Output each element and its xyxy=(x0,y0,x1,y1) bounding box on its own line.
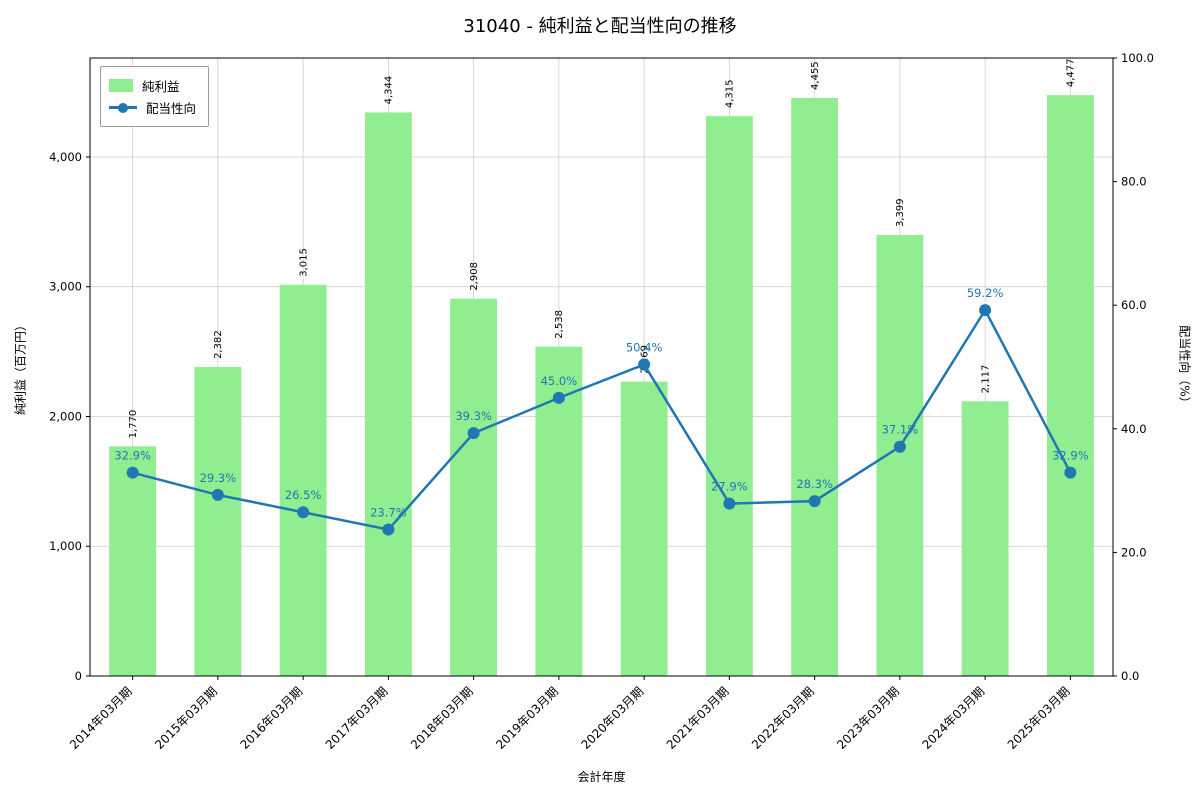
x-tick-label: 2016年03月期 xyxy=(237,684,305,752)
x-tick-label: 2015年03月期 xyxy=(152,684,220,752)
payout-ratio-label: 45.0% xyxy=(541,374,578,388)
payout-ratio-point xyxy=(723,497,736,510)
y-tick-label-right: 80.0 xyxy=(1121,175,1147,189)
payout-ratio-label: 23.7% xyxy=(370,506,407,520)
payout-ratio-point xyxy=(552,391,565,404)
x-tick-label: 2019年03月期 xyxy=(493,684,561,752)
y-axis-label-left: 純利益（百万円） xyxy=(13,318,28,416)
payout-ratio-point xyxy=(1064,466,1077,479)
x-tick-label: 2018年03月期 xyxy=(408,684,476,752)
payout-ratio-point xyxy=(126,466,139,479)
payout-ratio-label: 59.2% xyxy=(967,286,1004,300)
legend-item-net-income: 純利益 xyxy=(109,76,196,95)
y-tick-label-right: 40.0 xyxy=(1121,422,1147,436)
y-tick-label-right: 20.0 xyxy=(1121,545,1147,559)
net-income-bar xyxy=(450,298,498,676)
y-tick-label-left: 3,000 xyxy=(49,280,82,294)
x-tick-label: 2025年03月期 xyxy=(1005,684,1073,752)
payout-ratio-point xyxy=(297,506,310,519)
legend-label-payout-ratio: 配当性向 xyxy=(146,101,197,116)
x-tick-label: 2020年03月期 xyxy=(578,684,646,752)
payout-ratio-point xyxy=(638,358,651,371)
y-tick-label-left: 4,000 xyxy=(49,150,82,164)
x-tick-label: 2014年03月期 xyxy=(67,684,135,752)
x-tick-label: 2021年03月期 xyxy=(664,684,732,752)
legend-line-marker-icon xyxy=(109,101,137,114)
payout-ratio-label: 50.4% xyxy=(626,341,663,355)
bar-value-label: 2,908 xyxy=(469,262,480,291)
y-tick-label-right: 0.0 xyxy=(1121,669,1139,683)
payout-ratio-point xyxy=(893,440,906,453)
net-income-bar xyxy=(364,112,412,677)
y-tick-label-left: 0 xyxy=(75,669,82,683)
payout-ratio-label: 27.9% xyxy=(711,480,748,494)
x-axis-label: 会計年度 xyxy=(577,770,626,784)
payout-ratio-point xyxy=(808,495,821,508)
net-income-bar xyxy=(705,116,753,677)
net-income-bar xyxy=(791,97,839,676)
net-income-bar xyxy=(279,284,327,676)
payout-ratio-point xyxy=(467,427,480,440)
net-income-bar xyxy=(194,366,242,676)
payout-ratio-label: 39.3% xyxy=(455,409,492,423)
payout-ratio-line xyxy=(132,307,1072,531)
y-tick-label-right: 100.0 xyxy=(1121,51,1154,65)
x-tick-label: 2017年03月期 xyxy=(323,684,391,752)
net-income-bar xyxy=(961,401,1009,676)
y-tick-label-left: 1,000 xyxy=(49,539,82,553)
y-axis-label-right: 配当性向（%） xyxy=(1177,325,1192,409)
bar-value-label: 4,344 xyxy=(384,76,395,105)
payout-ratio-label: 32.9% xyxy=(1052,449,1089,463)
payout-ratio-label: 28.3% xyxy=(796,477,833,491)
x-tick-label: 2023年03月期 xyxy=(834,684,902,752)
net-income-bar xyxy=(109,446,157,676)
chart-title: 31040 - 純利益と配当性向の推移 xyxy=(463,16,737,37)
bar-value-label: 4,455 xyxy=(810,61,821,90)
legend-item-payout-ratio: 配当性向 xyxy=(109,98,196,117)
payout-ratio-point xyxy=(979,304,992,317)
bar-value-label: 3,399 xyxy=(895,198,906,227)
bar-value-label: 2,117 xyxy=(980,365,991,394)
net-income-bar xyxy=(620,381,668,676)
bar-value-label: 3,015 xyxy=(298,248,309,277)
bar-value-label: 2,382 xyxy=(213,330,224,359)
legend-bar-swatch-icon xyxy=(109,79,133,92)
payout-ratio-label: 26.5% xyxy=(285,488,322,502)
y-tick-label-left: 2,000 xyxy=(49,409,82,423)
x-tick-label: 2022年03月期 xyxy=(749,684,817,752)
bar-value-label: 4,477 xyxy=(1066,58,1077,87)
payout-ratio-point xyxy=(382,523,395,536)
payout-ratio-label: 29.3% xyxy=(200,471,237,485)
payout-ratio-label: 37.1% xyxy=(882,423,919,437)
bar-value-label: 2,538 xyxy=(554,310,565,339)
bar-value-label: 1,770 xyxy=(128,410,139,439)
payout-ratio-label: 32.9% xyxy=(114,449,151,463)
legend: 純利益 配当性向 xyxy=(100,66,210,127)
legend-label-net-income: 純利益 xyxy=(142,79,180,94)
plot-area xyxy=(90,58,1113,676)
net-income-bar xyxy=(876,234,924,676)
bar-value-label: 4,315 xyxy=(725,79,736,108)
net-income-bar xyxy=(1046,95,1094,677)
y-tick-label-right: 60.0 xyxy=(1121,298,1147,312)
payout-ratio-point xyxy=(211,488,224,501)
x-tick-label: 2024年03月期 xyxy=(919,684,987,752)
plot-border xyxy=(89,57,1114,677)
